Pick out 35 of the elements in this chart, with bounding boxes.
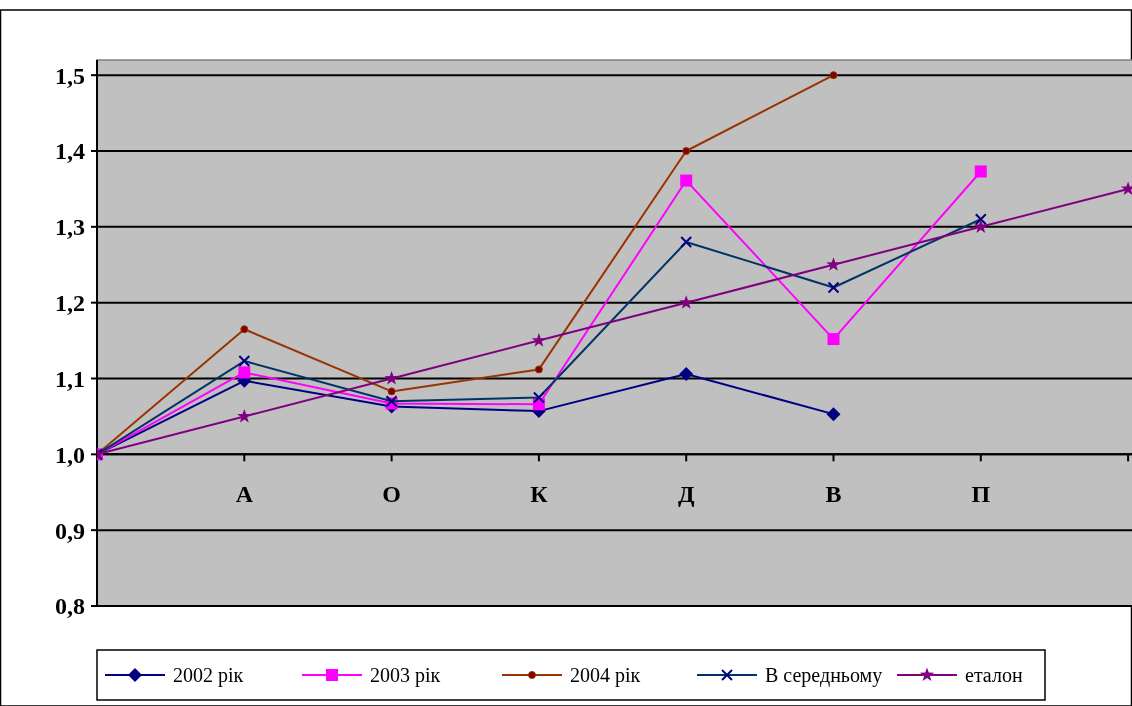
point	[974, 165, 987, 178]
point	[827, 333, 840, 346]
x-tick-label: О	[382, 481, 401, 508]
point	[534, 365, 543, 374]
point	[826, 257, 841, 271]
point	[238, 366, 251, 379]
legend-label: 2003 рік	[370, 664, 441, 687]
y-tick-label: 1,0	[55, 441, 85, 468]
point	[829, 71, 838, 80]
point	[384, 371, 399, 385]
point	[680, 174, 693, 187]
x-tick-label: К	[530, 481, 549, 508]
legend-label: В середньому	[765, 664, 883, 687]
point	[682, 147, 691, 155]
point	[679, 366, 694, 381]
x-tick-label: Д	[677, 481, 695, 508]
point	[240, 325, 249, 334]
y-tick-label: 0,8	[55, 593, 85, 620]
y-tick-label: 0,9	[55, 517, 85, 544]
point	[826, 407, 841, 422]
point	[973, 219, 988, 233]
point	[679, 295, 694, 309]
x-tick-label: В	[825, 481, 842, 508]
legend-label: 2002 рік	[173, 664, 244, 687]
y-tick-label: 1,1	[55, 365, 85, 392]
y-tick-label: 1,5	[55, 62, 85, 89]
y-tick-label: 1,2	[55, 290, 85, 317]
legend-label: еталон	[965, 664, 1023, 686]
x-tick-label: А	[235, 481, 254, 508]
point	[387, 387, 396, 396]
y-tick-label: 1,4	[55, 138, 85, 165]
legend-label: 2004 рік	[570, 664, 641, 687]
y-tick-label: 1,3	[55, 214, 85, 241]
x-tick-label: П	[971, 481, 991, 508]
point	[237, 408, 252, 423]
